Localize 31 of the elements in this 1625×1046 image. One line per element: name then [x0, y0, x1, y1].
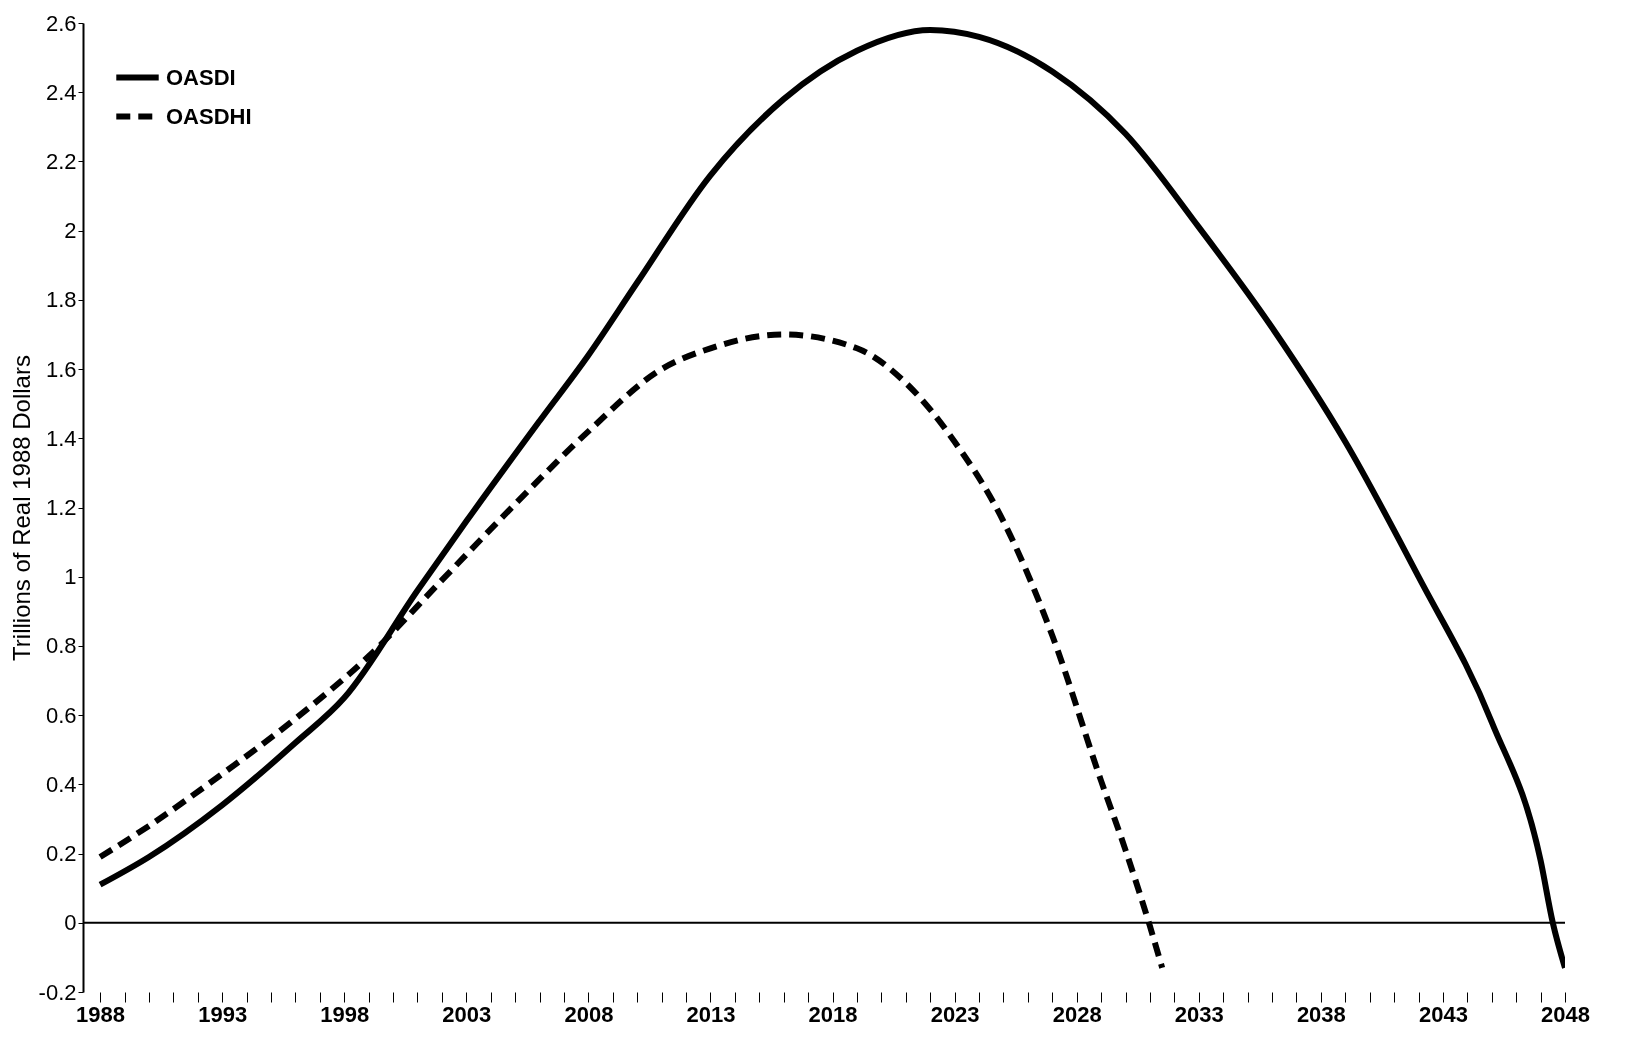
y-tick-label: 2 — [64, 218, 77, 244]
y-tick-label: 2.2 — [45, 148, 77, 174]
x-tick-label: 1998 — [320, 1001, 370, 1027]
x-tick-label: 1988 — [76, 1001, 126, 1027]
y-tick-label: -0.2 — [38, 979, 77, 1005]
y-tick-label: 1.4 — [45, 425, 77, 451]
y-tick-label: 1.2 — [45, 495, 77, 520]
x-tick-label: 2033 — [1174, 1001, 1224, 1027]
y-tick-label: 1.8 — [45, 287, 77, 313]
y-tick-label: 0.4 — [45, 771, 77, 797]
x-tick-label: 2018 — [808, 1001, 858, 1027]
x-tick-label: 2023 — [930, 1001, 980, 1027]
y-tick-label: 0.8 — [45, 633, 77, 659]
y-tick-label: 2.6 — [45, 10, 77, 36]
y-axis-title: Trillions of Real 1988 Dollars — [7, 355, 35, 661]
y-tick-label: 1 — [64, 564, 77, 590]
x-tick-label: 1993 — [198, 1001, 248, 1027]
x-tick-label: 2003 — [442, 1001, 492, 1027]
x-tick-label: 2028 — [1052, 1001, 1102, 1027]
x-tick-label: 2008 — [564, 1001, 614, 1027]
x-tick-label: 2043 — [1418, 1001, 1468, 1027]
legend-label: OASDI — [166, 64, 236, 90]
legend-label: OASDHI — [166, 103, 252, 129]
y-tick-label: 1.6 — [45, 356, 77, 382]
x-tick-label: 2048 — [1541, 1001, 1590, 1027]
y-tick-label: 0 — [64, 910, 77, 936]
y-tick-label: 0.2 — [45, 841, 77, 867]
y-tick-label: 2.4 — [45, 79, 77, 105]
x-tick-label: 2013 — [686, 1001, 736, 1027]
y-tick-label: 0.6 — [45, 702, 77, 728]
x-tick-label: 2038 — [1296, 1001, 1346, 1027]
